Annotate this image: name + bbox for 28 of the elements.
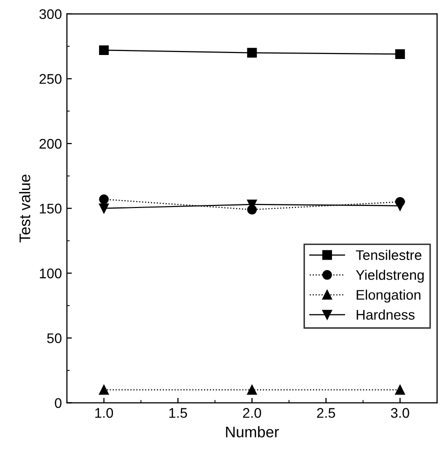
x-tick-label: 2.5 xyxy=(317,408,336,418)
y-axis-title: Test value xyxy=(19,174,30,242)
point xyxy=(247,48,257,58)
x-tick-label: 2.0 xyxy=(243,408,262,418)
point xyxy=(247,204,257,215)
point xyxy=(99,194,109,204)
legend-label: Elongation xyxy=(356,290,420,303)
y-tick-label: 300 xyxy=(39,9,62,20)
x-tick-label: 3.0 xyxy=(390,408,410,418)
y-tick-label: 0 xyxy=(54,398,62,408)
point xyxy=(395,197,405,207)
point xyxy=(99,45,109,56)
y-tick-label: 100 xyxy=(40,268,62,278)
legend-label: Yieldstreng xyxy=(356,270,424,283)
y-tick-label: 200 xyxy=(40,138,62,149)
y-tick-label: 50 xyxy=(47,333,62,344)
legend-label: Hardness xyxy=(356,310,415,320)
legend-label: Tensilestre xyxy=(356,250,422,260)
point xyxy=(247,384,257,395)
point xyxy=(99,203,109,214)
point xyxy=(99,384,109,395)
x-tick-label: 1.0 xyxy=(95,408,114,418)
x-axis-title: Number xyxy=(226,426,279,438)
point xyxy=(395,384,405,395)
y-tick-label: 250 xyxy=(40,74,62,84)
y-tick-label: 150 xyxy=(40,204,62,214)
x-tick-label: 1.5 xyxy=(169,408,188,418)
point xyxy=(395,49,405,59)
